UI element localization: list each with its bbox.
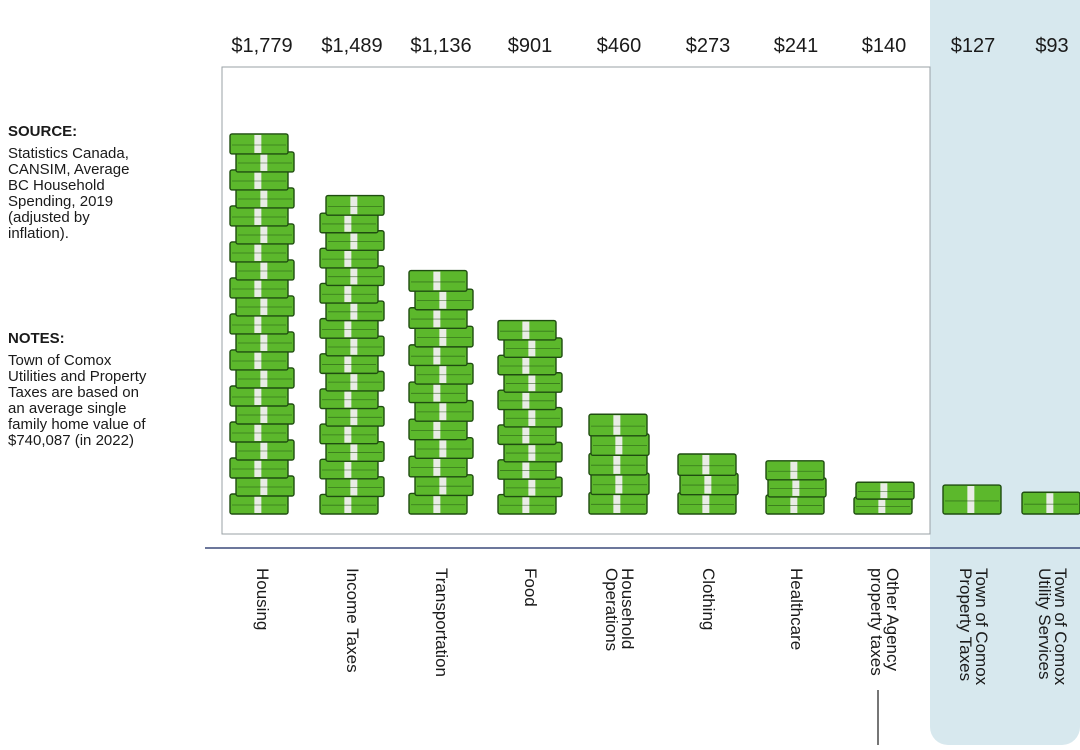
money-stack-bar [319,194,385,515]
value-label: $1,489 [321,35,382,57]
notes-heading: NOTES: [8,330,65,347]
notes-text: Town of Comox Utilities and Property Tax… [8,352,147,449]
value-label: $241 [774,35,819,57]
source-text: Statistics Canada, CANSIM, Average BC Ho… [8,145,130,242]
category-label: Town of ComoxProperty Taxes [956,568,991,686]
money-stack-bar [765,460,827,515]
category-label: Transportation [432,568,451,677]
money-stack-bar [853,481,915,515]
notes-note: NOTES: Town of Comox Utilities and Prope… [8,331,193,449]
source-note: SOURCE: Statistics Canada, CANSIM, Avera… [8,124,193,242]
plot-frame [221,66,931,535]
category-label: HouseholdOperations [602,568,637,651]
category-label: Other Agencyproperty taxes [867,568,902,676]
category-label: Housing [253,568,272,630]
category-label: Food [521,568,540,607]
value-label: $140 [862,35,907,57]
highlight-panel-comox [930,0,1080,745]
value-label: $273 [686,35,731,57]
source-heading: SOURCE: [8,123,78,140]
category-label: Clothing [699,568,718,630]
money-stack-bar [1021,491,1080,515]
category-label: Town of ComoxUtility Services [1035,568,1070,686]
value-label: $460 [597,35,642,57]
value-label: $127 [951,35,996,57]
value-label: $901 [508,35,553,57]
money-stack-bar [942,484,1002,515]
money-stack-bar [408,269,474,515]
category-label: Healthcare [787,568,806,650]
money-stack-bar [229,133,295,515]
value-label: $93 [1035,35,1068,57]
money-stack-bar [497,319,563,515]
money-stack-bar [588,413,650,515]
value-label: $1,136 [410,35,471,57]
category-label: Income Taxes [343,568,362,673]
money-stack-bar [677,453,739,515]
value-label: $1,779 [231,35,292,57]
